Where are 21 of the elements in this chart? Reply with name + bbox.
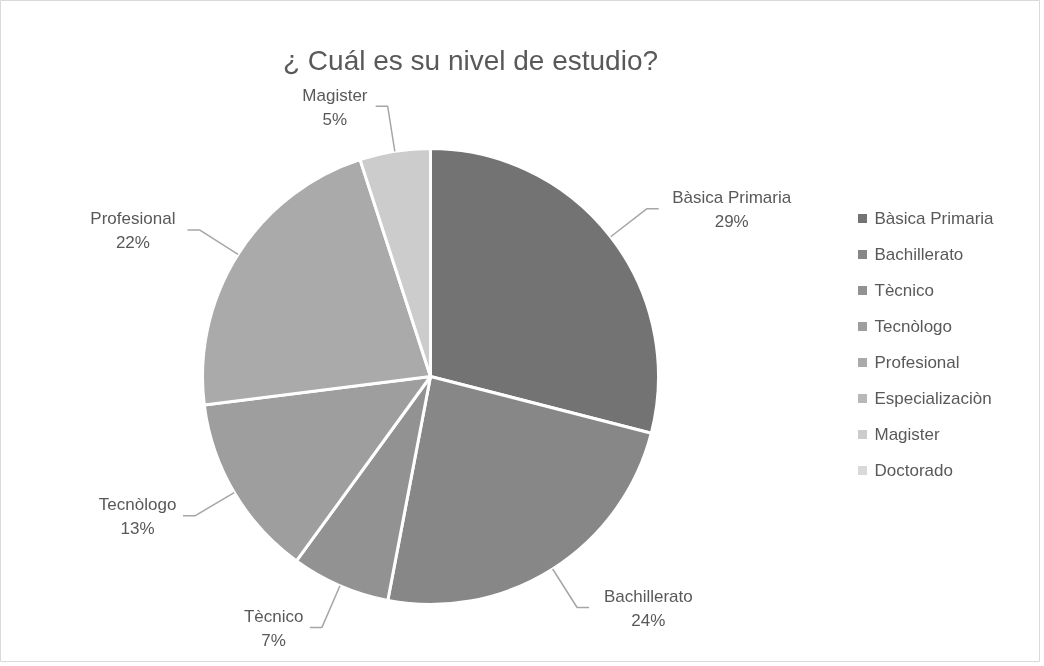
legend-label: Profesional [874, 353, 960, 372]
legend-label: Especializaciòn [874, 389, 992, 408]
chart-title: ¿ Cuál es su nivel de estudio? [282, 45, 659, 76]
slice-label: Magister [302, 85, 368, 105]
legend-label: Magister [874, 425, 941, 444]
slice-label: Tècnico [243, 607, 304, 627]
legend-label: Tècnico [874, 281, 935, 300]
slice-label: Bachillerato [603, 587, 693, 607]
data-label: 22% [115, 233, 150, 253]
legend-label: Doctorado [874, 461, 953, 480]
data-label: 24% [631, 611, 666, 631]
data-label: 5% [322, 109, 348, 129]
legend-label: Bàsica Primaria [874, 209, 995, 228]
slice-label: Tecnòlogo [98, 495, 177, 515]
legend-label: Tecnòlogo [874, 317, 953, 336]
data-label: 29% [714, 212, 749, 232]
data-label: 7% [261, 631, 286, 651]
slice-label: Profesional [90, 209, 176, 229]
data-label: 13% [120, 519, 155, 539]
legend-label: Bachillerato [874, 245, 964, 264]
slice-label: Bàsica Primaria [672, 188, 792, 208]
